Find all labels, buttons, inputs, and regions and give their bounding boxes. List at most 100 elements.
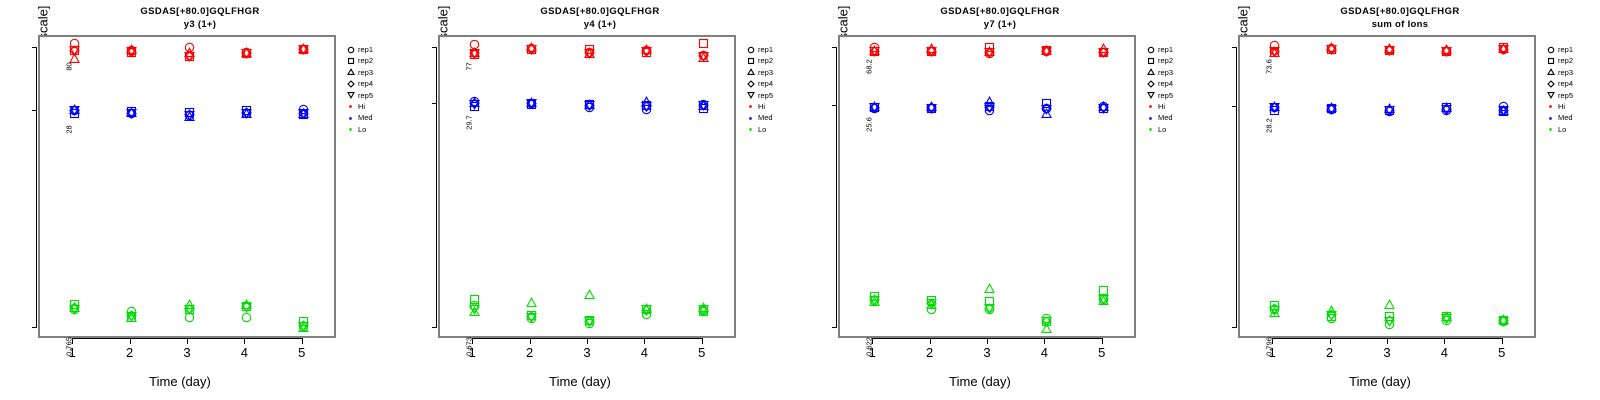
data-point [926,46,937,57]
data-point [1383,299,1395,310]
data-point [584,318,595,329]
dot-icon [1144,124,1157,135]
x-tick-label: 3 [983,345,991,360]
legend-item-label: Med [358,113,373,123]
legend-item: rep2 [344,55,373,66]
legend-item-label: rep4 [358,79,374,89]
data-point [1441,312,1452,324]
data-point [640,304,652,316]
data-point [1440,43,1452,55]
data-point [184,304,195,315]
data-point [1041,103,1052,114]
data-point [926,103,937,114]
data-point [869,295,880,306]
data-point [983,303,995,314]
x-axis-label: Time (day) [1349,374,1411,389]
data-point [984,101,995,112]
data-point [526,311,537,322]
data-point [126,107,138,118]
data-point [983,102,995,113]
legend-item: rep5 [344,90,373,101]
data-point [698,50,709,61]
x-tick-mark [587,338,588,344]
legend-item-label: rep3 [758,67,774,77]
data-point [583,100,595,112]
legend-item-label: rep4 [758,79,774,89]
triangle-icon [1144,67,1157,78]
panel-subtitle: y4 (1+) [583,19,617,30]
diamond-icon [1544,78,1557,89]
data-point [1326,309,1337,321]
data-point [926,102,937,113]
data-point [526,310,537,321]
dot-icon [1544,124,1557,135]
legend-item: rep2 [744,55,773,66]
data-point [1383,45,1395,57]
data-point [1441,311,1452,322]
data-point [184,51,195,62]
data-point [241,48,252,59]
x-tick-mark [1329,338,1331,344]
legend-item: Hi [744,101,773,112]
legend-item: Hi [344,101,373,112]
data-point [1098,103,1109,114]
data-point [926,295,937,306]
data-point [983,46,995,57]
data-point [468,304,480,316]
data-point [1326,44,1337,55]
data-point [1098,101,1109,112]
x-tick-mark [1501,338,1503,344]
legend: rep1 rep2 rep3 rep4 rep5 Hi Med Lo [744,44,773,135]
data-point [183,304,195,316]
data-point [583,47,595,59]
data-point [641,100,652,111]
data-point [1041,315,1052,327]
dot-icon [1544,101,1557,112]
data-point [469,300,480,311]
data-point [184,107,195,118]
data-point [1269,304,1280,315]
data-point [1040,316,1052,328]
dot-icon [1144,101,1157,112]
data-point [641,104,652,115]
x-tick-mark [1101,338,1103,344]
data-point [183,299,195,310]
data-point [1384,311,1395,322]
data-point [1040,108,1052,119]
legend-item-label: Hi [358,101,366,111]
data-point [583,100,595,111]
data-point [1326,311,1337,322]
data-point [241,107,252,118]
legend-item-label: rep1 [1158,45,1174,54]
legend-item: rep1 [344,44,373,55]
data-point [126,46,138,58]
x-tick-label: 3 [1383,345,1391,360]
data-point [183,304,195,315]
data-point [298,43,310,54]
y-tick-mark [1232,47,1237,48]
legend-item-label: rep1 [358,45,374,54]
y-tick-mark [1232,106,1237,108]
dot-icon [744,124,757,135]
panel-title-block: GSDAS[+80.0]GQLFHGR y4 (1+) [400,6,800,31]
dot-icon [344,124,357,135]
data-point [1326,43,1337,54]
circle-icon [344,44,357,55]
data-point [68,301,80,313]
data-point [1040,322,1052,334]
legend-item-label: Med [1558,113,1573,123]
data-point [1326,313,1337,324]
y-axis-spine [1236,47,1237,327]
x-axis-label: Time (day) [549,374,611,389]
legend-item-label: rep4 [1558,79,1574,89]
data-point [526,312,538,323]
data-point [698,100,709,111]
data-point [641,309,652,320]
data-point [641,47,652,58]
data-point [984,304,995,315]
legend-item-label: Med [1158,113,1173,123]
y-tick-mark [832,327,837,328]
triangle-down-icon [744,90,757,101]
data-point [1383,105,1395,116]
